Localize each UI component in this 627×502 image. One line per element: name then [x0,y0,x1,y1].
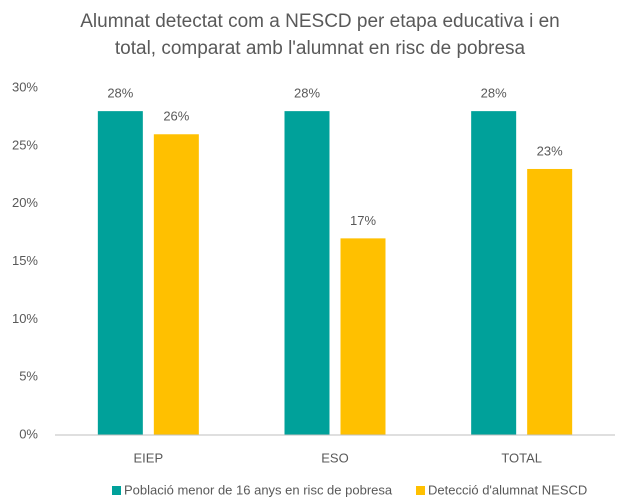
legend-swatch [112,486,121,495]
legend-label: Població menor de 16 anys en risc de pob… [124,482,393,497]
value-label: 26% [163,109,189,124]
value-label: 28% [481,86,507,101]
chart-title: Alumnat detectat com a NESCD per etapa e… [80,11,559,32]
value-label: 17% [350,213,376,228]
bar [471,111,517,435]
chart-title: total, comparat amb l'alumnat en risc de… [115,38,526,59]
y-tick-label: 30% [12,79,38,94]
y-tick-label: 20% [12,195,38,210]
bar [97,111,143,435]
x-tick-label: TOTAL [501,450,542,465]
value-label: 28% [294,86,320,101]
legend-label: Detecció d'alumnat NESCD [428,482,587,497]
bar [153,134,199,435]
bar [527,168,573,435]
bar [284,111,330,435]
legend-swatch [416,486,425,495]
x-tick-label: EIEP [134,450,164,465]
y-tick-label: 5% [19,369,38,384]
y-tick-label: 15% [12,253,38,268]
y-tick-label: 0% [19,426,38,441]
y-tick-label: 10% [12,311,38,326]
value-label: 23% [537,143,563,158]
y-tick-label: 25% [12,137,38,152]
value-label: 28% [107,86,133,101]
bar [340,238,386,435]
x-tick-label: ESO [321,450,348,465]
